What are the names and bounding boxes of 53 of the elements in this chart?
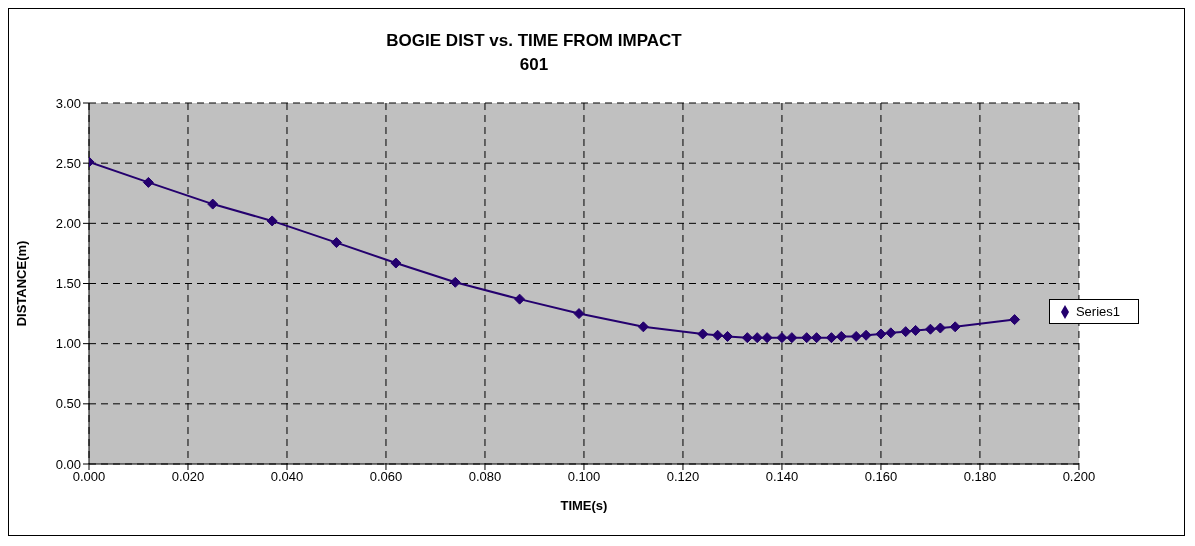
- x-tick-label: 0.160: [864, 469, 898, 485]
- point: [697, 328, 709, 340]
- x-tick-label: 0.060: [369, 469, 403, 485]
- x-axis-title: TIME(s): [560, 498, 608, 513]
- legend-label: Series1: [1075, 303, 1120, 319]
- x-tick-label: 0.200: [1062, 469, 1096, 485]
- point: [885, 327, 897, 339]
- x-tick-label: 0.120: [666, 469, 700, 485]
- point: [776, 332, 788, 344]
- x-tick-label: 0.180: [963, 469, 997, 485]
- y-tick-label: 0.50: [55, 396, 81, 412]
- x-tick-label: 0.000: [72, 469, 106, 485]
- y-axis-title: DISTANCE(m): [13, 240, 29, 327]
- y-tick-label: 1.50: [55, 276, 81, 292]
- point: [949, 321, 961, 333]
- point: [722, 330, 733, 342]
- point: [761, 332, 773, 344]
- x-tick-label: 0.080: [468, 469, 502, 485]
- y-tick-label: 1.00: [55, 336, 81, 352]
- x-tick-label: 0.140: [765, 469, 799, 485]
- point: [835, 330, 847, 342]
- point: [266, 215, 278, 227]
- point: [1009, 314, 1021, 326]
- y-tick-label: 3.00: [55, 95, 81, 111]
- point: [751, 332, 763, 344]
- point: [142, 176, 154, 188]
- y-tick-label: 2.00: [55, 215, 81, 231]
- point: [207, 198, 219, 210]
- point: [637, 321, 649, 333]
- chart-title: BOGIE DIST vs. TIME FROM IMPACT: [385, 30, 683, 52]
- point: [811, 332, 823, 344]
- point: [449, 276, 461, 288]
- point: [390, 257, 402, 269]
- point: [514, 293, 526, 305]
- y-tick-label: 2.50: [55, 155, 81, 171]
- point: [875, 328, 887, 340]
- point: [924, 323, 936, 335]
- point: [860, 329, 872, 341]
- point: [801, 332, 813, 344]
- point: [850, 330, 862, 342]
- point: [330, 237, 342, 249]
- x-tick-label: 0.100: [567, 469, 601, 485]
- y-tick-label: 0.00: [55, 456, 81, 472]
- x-tick-label: 0.020: [171, 469, 205, 485]
- point: [712, 329, 724, 341]
- point: [900, 326, 912, 338]
- point: [934, 322, 946, 334]
- x-tick-label: 0.040: [270, 469, 304, 485]
- chart-subtitle: 601: [518, 54, 550, 76]
- point: [741, 332, 753, 344]
- point: [786, 332, 798, 344]
- point: [573, 308, 585, 320]
- point: [825, 332, 837, 344]
